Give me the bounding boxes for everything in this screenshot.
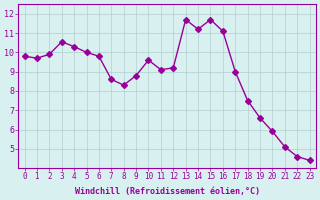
X-axis label: Windchill (Refroidissement éolien,°C): Windchill (Refroidissement éolien,°C) <box>75 187 260 196</box>
